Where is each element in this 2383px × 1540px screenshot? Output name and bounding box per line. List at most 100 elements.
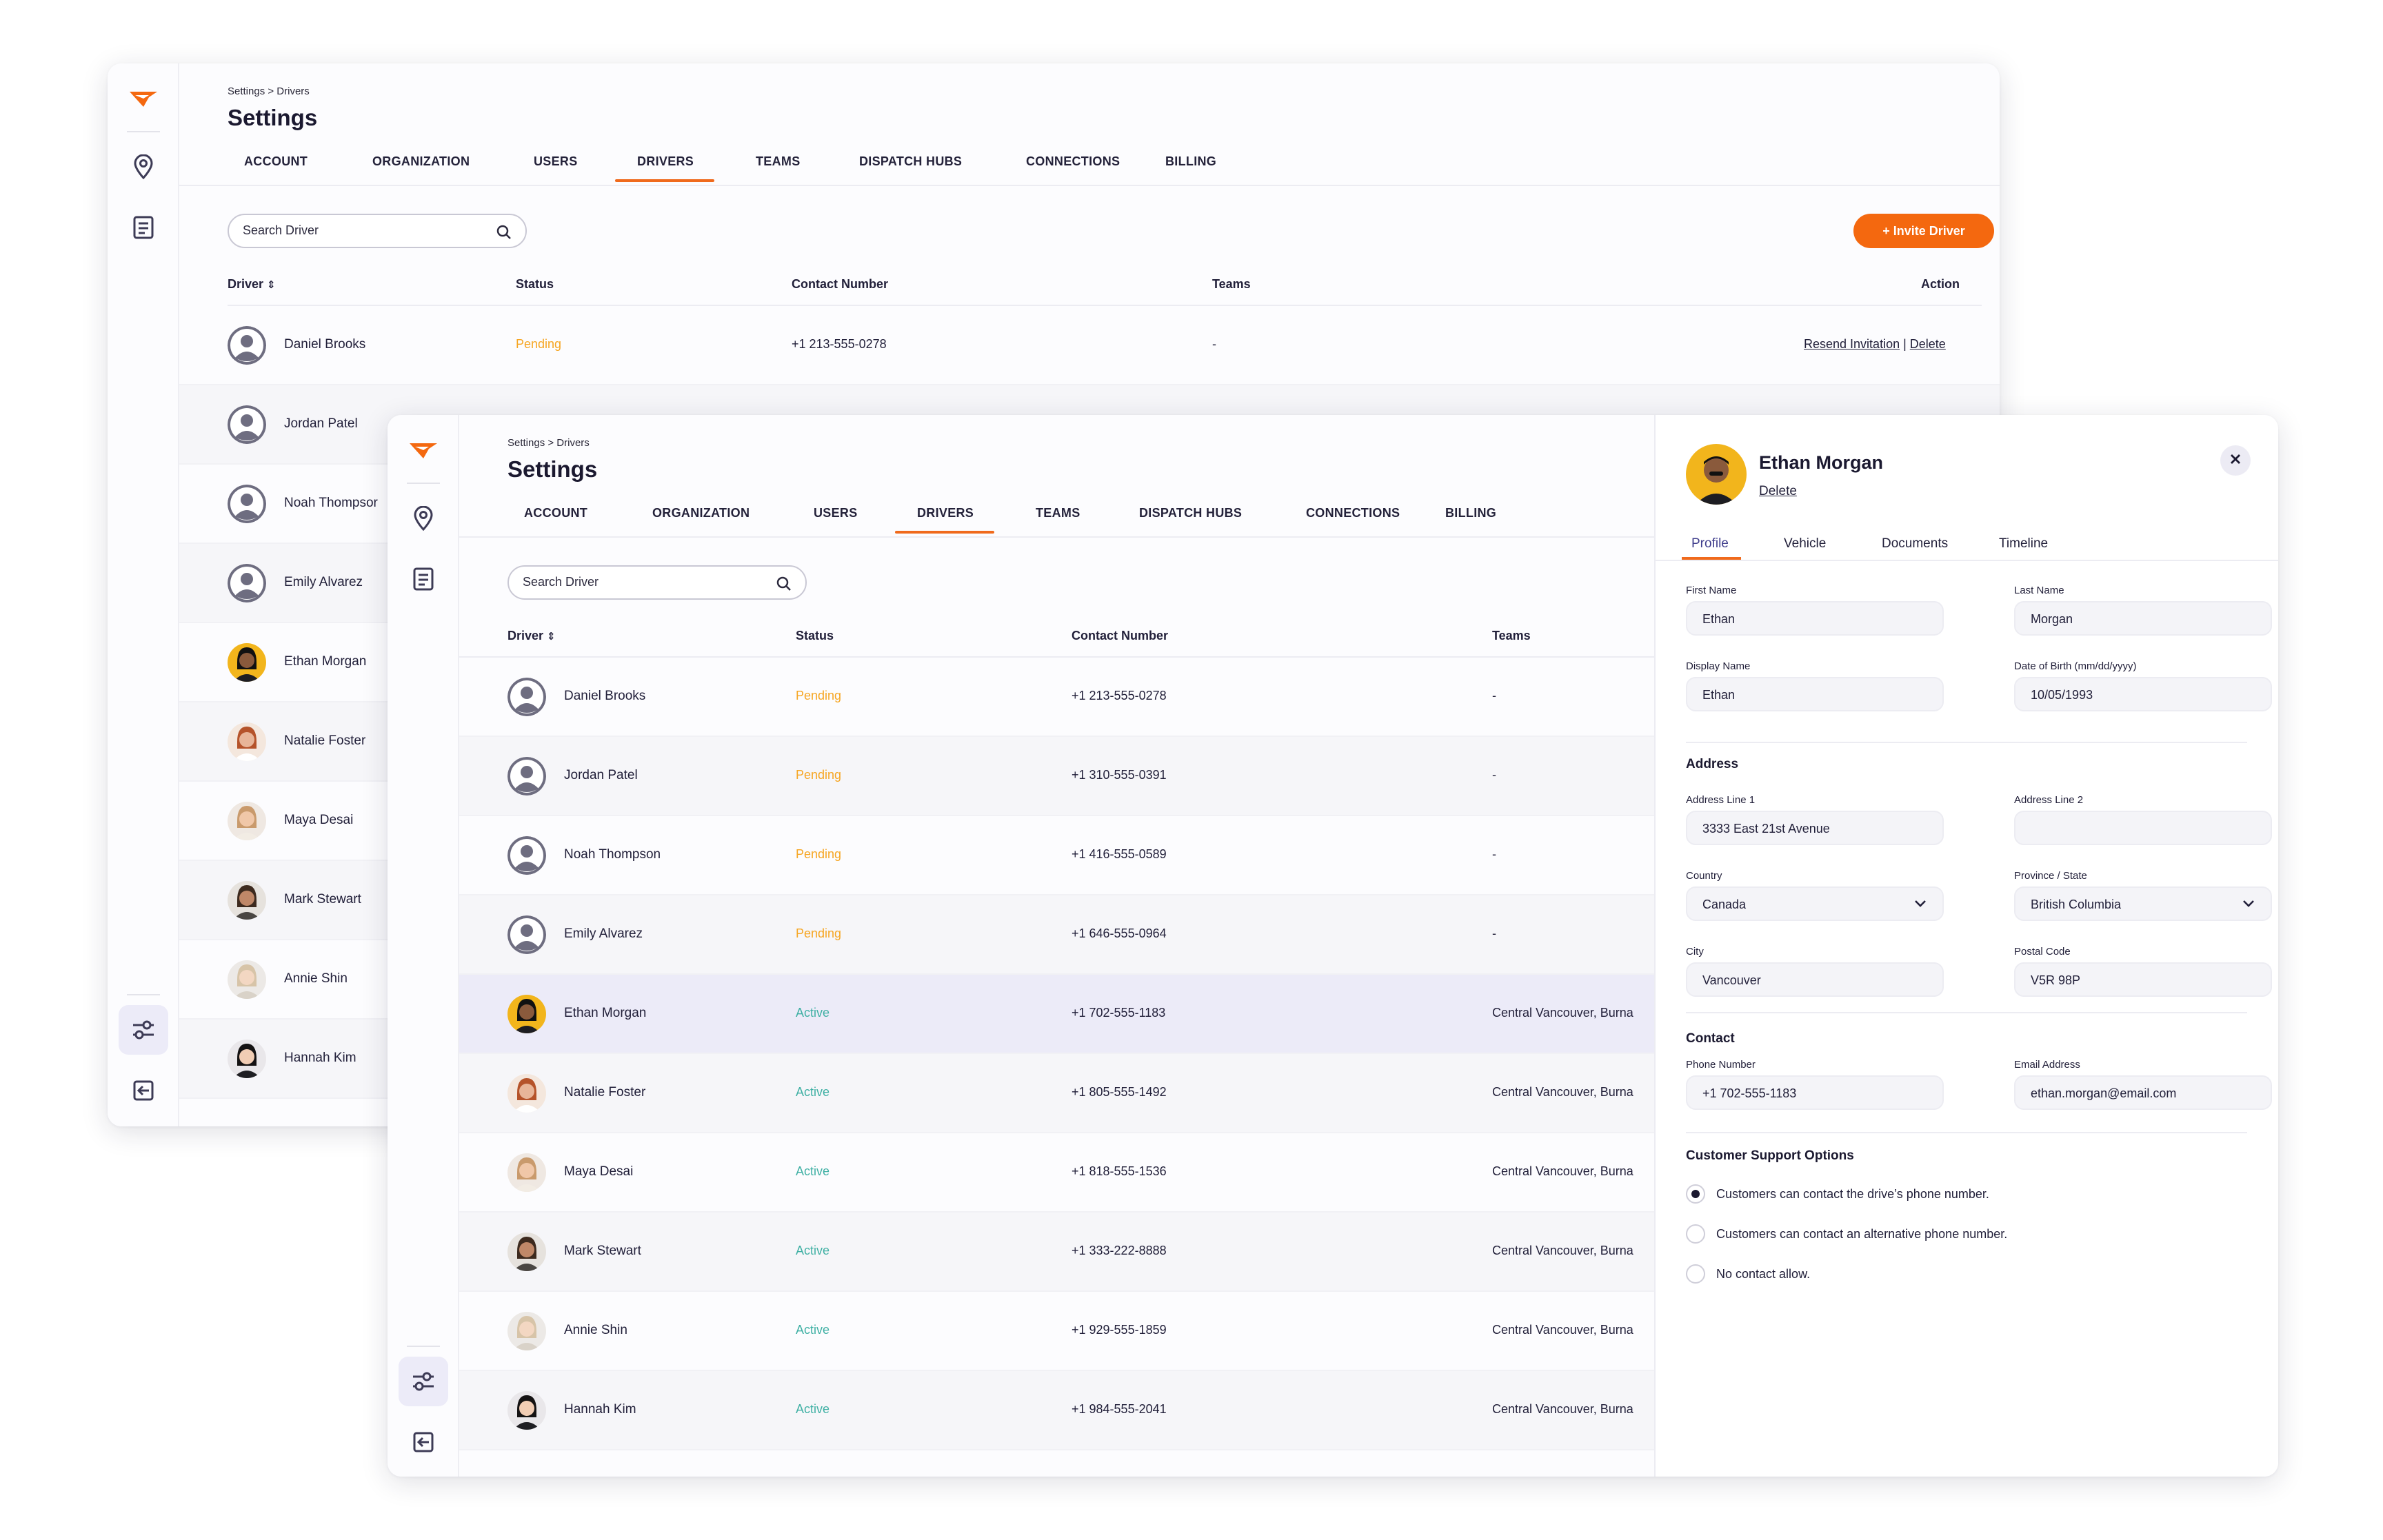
driver-name: Annie Shin bbox=[564, 1323, 627, 1337]
search-input[interactable] bbox=[243, 223, 450, 238]
avatar bbox=[228, 722, 266, 761]
driver-name: Ethan Morgan bbox=[1759, 452, 1883, 473]
table-row[interactable]: Daniel Brooks Pending +1 213-555-0278 - bbox=[459, 658, 1654, 737]
breadcrumb[interactable]: Settings > Drivers bbox=[228, 85, 310, 97]
table-row[interactable]: Emily Alvarez Pending +1 646-555-0964 - bbox=[459, 895, 1654, 975]
avatar bbox=[507, 836, 546, 875]
orders-list-icon[interactable] bbox=[127, 211, 160, 244]
col-teams: Teams bbox=[1492, 629, 1531, 642]
search-icon[interactable] bbox=[776, 576, 792, 595]
support-option-radio[interactable] bbox=[1686, 1224, 1705, 1244]
sort-icon[interactable]: ⇕ bbox=[547, 631, 556, 642]
close-icon[interactable] bbox=[2229, 453, 2242, 469]
resend-invitation-link[interactable]: Resend Invitation bbox=[1804, 337, 1900, 351]
tab-connections[interactable]: CONNECTIONS bbox=[1306, 506, 1400, 520]
status-badge: Pending bbox=[796, 926, 842, 940]
driver-name: Daniel Brooks bbox=[564, 689, 646, 703]
tab-connections[interactable]: CONNECTIONS bbox=[1026, 154, 1120, 168]
nav-rail bbox=[388, 415, 459, 1477]
tab-teams[interactable]: TEAMS bbox=[756, 154, 801, 168]
address-line2-field[interactable] bbox=[2014, 811, 2272, 845]
province-select[interactable]: British Columbia bbox=[2014, 886, 2272, 921]
tab-dispatch-hubs[interactable]: DISPATCH HUBS bbox=[1139, 506, 1243, 520]
tab-dispatch-hubs[interactable]: DISPATCH HUBS bbox=[859, 154, 963, 168]
tab-billing[interactable]: BILLING bbox=[1445, 506, 1497, 520]
delete-driver-link[interactable]: Delete bbox=[1759, 484, 1797, 498]
table-row[interactable]: Hannah Kim Active +1 984-555-2041 Central V… bbox=[459, 1371, 1654, 1450]
city-field[interactable]: Vancouver bbox=[1686, 962, 1944, 997]
driver-name: Daniel Brooks bbox=[284, 337, 366, 352]
status-badge: Active bbox=[796, 1244, 830, 1257]
chevron-down-icon[interactable] bbox=[1913, 899, 1927, 912]
email-field[interactable]: ethan.morgan@email.com bbox=[2014, 1075, 2272, 1110]
search-driver-field[interactable] bbox=[228, 214, 527, 248]
tab-vehicle[interactable]: Vehicle bbox=[1784, 536, 1827, 551]
last-name-field[interactable]: Morgan bbox=[2014, 601, 2272, 636]
brand-logo-icon[interactable] bbox=[407, 434, 440, 467]
close-button[interactable] bbox=[2220, 445, 2251, 476]
address-line2-label: Address Line 2 bbox=[2014, 794, 2084, 806]
tab-account[interactable]: ACCOUNT bbox=[244, 154, 308, 168]
tab-documents[interactable]: Documents bbox=[1882, 536, 1949, 551]
map-pin-icon[interactable] bbox=[407, 502, 440, 535]
contact-section-title: Contact bbox=[1686, 1031, 1735, 1046]
support-option-label: Customers can contact an alternative pho… bbox=[1716, 1227, 2008, 1241]
address-line1-field[interactable]: 3333 East 21st Avenue bbox=[1686, 811, 1944, 845]
search-input[interactable] bbox=[523, 575, 730, 589]
avatar bbox=[228, 564, 266, 602]
sort-icon[interactable]: ⇕ bbox=[267, 279, 276, 291]
breadcrumb[interactable]: Settings > Drivers bbox=[507, 437, 590, 449]
display-name-field[interactable]: Ethan bbox=[1686, 677, 1944, 711]
city-label: City bbox=[1686, 946, 1704, 958]
support-option-radio[interactable] bbox=[1686, 1264, 1705, 1284]
search-icon[interactable] bbox=[496, 225, 512, 243]
settings-window-front: Settings > Drivers Settings ACCOUNT ORGA… bbox=[388, 415, 2278, 1477]
table-row[interactable]: Ethan Morgan Active +1 702-555-1183 Central… bbox=[459, 975, 1654, 1054]
logout-icon[interactable] bbox=[407, 1426, 440, 1459]
table-row[interactable]: Annie Shin Active +1 929-555-1859 Central V… bbox=[459, 1292, 1654, 1371]
table-row[interactable]: Mark Stewart Active +1 333-222-8888 Central… bbox=[459, 1213, 1654, 1292]
driver-name: Noah Thompsor bbox=[284, 496, 378, 510]
tab-account[interactable]: ACCOUNT bbox=[524, 506, 588, 520]
map-pin-icon[interactable] bbox=[127, 150, 160, 183]
tab-organization[interactable]: ORGANIZATION bbox=[372, 154, 470, 168]
col-driver[interactable]: Driver ⇕ bbox=[507, 629, 556, 642]
tab-organization[interactable]: ORGANIZATION bbox=[652, 506, 750, 520]
phone-field[interactable]: +1 702-555-1183 bbox=[1686, 1075, 1944, 1110]
tab-billing[interactable]: BILLING bbox=[1165, 154, 1217, 168]
table-row[interactable]: Daniel Brooks Pending +1 213-555-0278 - Rese… bbox=[179, 306, 2000, 385]
settings-sliders-icon[interactable] bbox=[127, 1013, 160, 1046]
tab-drivers[interactable]: DRIVERS bbox=[637, 154, 694, 168]
tab-drivers[interactable]: DRIVERS bbox=[917, 506, 974, 520]
brand-logo-icon[interactable] bbox=[127, 83, 160, 116]
status-badge: Active bbox=[796, 1402, 830, 1416]
last-name-label: Last Name bbox=[2014, 585, 2064, 596]
search-driver-field[interactable] bbox=[507, 565, 807, 600]
tab-users[interactable]: USERS bbox=[814, 506, 858, 520]
driver-name: Noah Thompson bbox=[564, 847, 661, 862]
teams-cell: Central Vancouver, Burna bbox=[1492, 1085, 1633, 1099]
country-select[interactable]: Canada bbox=[1686, 886, 1944, 921]
table-row[interactable]: Noah Thompson Pending +1 416-555-0589 - bbox=[459, 816, 1654, 895]
tab-teams[interactable]: TEAMS bbox=[1036, 506, 1080, 520]
postal-code-field[interactable]: V5R 98P bbox=[2014, 962, 2272, 997]
table-row[interactable]: Natalie Foster Active +1 805-555-1492 Centr… bbox=[459, 1054, 1654, 1133]
support-option-radio[interactable] bbox=[1686, 1184, 1705, 1204]
first-name-field[interactable]: Ethan bbox=[1686, 601, 1944, 636]
tab-profile[interactable]: Profile bbox=[1691, 536, 1729, 551]
status-badge: Active bbox=[796, 1085, 830, 1099]
table-row[interactable]: Jordan Patel Pending +1 310-555-0391 - bbox=[459, 737, 1654, 816]
delete-link[interactable]: Delete bbox=[1909, 337, 1946, 351]
tab-timeline[interactable]: Timeline bbox=[1999, 536, 2049, 551]
col-driver[interactable]: Driver ⇕ bbox=[228, 277, 276, 291]
dob-field[interactable]: 10/05/1993 bbox=[2014, 677, 2272, 711]
invite-driver-button[interactable]: + Invite Driver bbox=[1853, 214, 1994, 248]
table-row[interactable]: Maya Desai Active +1 818-555-1536 Central V… bbox=[459, 1133, 1654, 1213]
tab-users[interactable]: USERS bbox=[534, 154, 578, 168]
logout-icon[interactable] bbox=[127, 1074, 160, 1107]
orders-list-icon[interactable] bbox=[407, 563, 440, 596]
display-name-label: Display Name bbox=[1686, 660, 1751, 672]
settings-sliders-icon[interactable] bbox=[407, 1365, 440, 1398]
chevron-down-icon[interactable] bbox=[2242, 899, 2255, 912]
col-teams: Teams bbox=[1212, 277, 1251, 291]
